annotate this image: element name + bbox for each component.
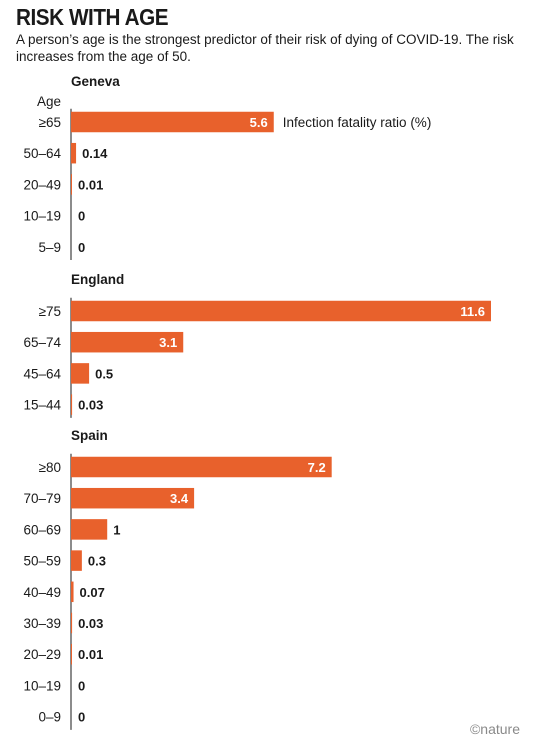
bar [71,363,90,384]
bar [71,394,73,415]
bar [71,174,72,195]
bar [71,519,108,540]
category-label: 60–69 [23,522,61,537]
data-label: 0.01 [78,647,103,662]
category-label: 40–49 [23,585,61,600]
group-label-spain: Spain [71,428,108,443]
bar [71,581,74,603]
data-label: 0.3 [88,554,106,569]
category-label: ≥65 [39,115,61,130]
group-label-geneva: Geneva [71,74,120,89]
bar [71,111,274,133]
chart-subtitle: A person’s age is the strongest predicto… [16,32,514,64]
data-label: 0.5 [95,366,113,381]
data-label: 11.6 [460,304,485,319]
data-label: 5.6 [250,115,268,130]
data-label: 0.07 [80,585,105,600]
nature-credit: ©nature [469,721,520,737]
data-label: 3.4 [170,491,189,506]
data-label: 0.14 [82,146,108,161]
data-label: 0 [78,240,85,255]
category-label: 45–64 [23,366,61,381]
data-label: 0 [78,678,85,693]
data-label: 0 [78,710,85,725]
data-label: 1 [113,522,120,537]
data-label: 3.1 [159,335,177,350]
category-label: 70–79 [23,491,61,506]
bar [71,331,184,353]
data-label: 0.01 [78,177,103,192]
data-label: 0.03 [78,398,103,413]
category-label: 30–39 [23,616,61,631]
category-label: 50–64 [23,146,61,161]
age-axis-label: Age [37,94,61,109]
bar [71,456,332,478]
data-label: 0 [78,209,85,224]
category-label: ≥80 [39,460,61,475]
category-label: 5–9 [38,240,61,255]
data-label: 7.2 [308,460,326,475]
category-label: 10–19 [23,209,61,224]
data-label: 0.03 [78,616,103,631]
bar [71,487,195,509]
category-label: 0–9 [38,710,61,725]
bar [71,300,491,322]
category-label: 20–29 [23,647,61,662]
category-label: 20–49 [23,177,61,192]
category-label: 65–74 [23,335,61,350]
chart-title: RISK WITH AGE [16,4,169,30]
category-label: 10–19 [23,678,61,693]
bar [71,612,73,634]
bar [71,142,77,164]
bar [71,550,82,571]
category-label: 50–59 [23,554,61,569]
bar [71,643,72,665]
series-label: Infection fatality ratio (%) [283,115,432,130]
category-label: 15–44 [23,398,61,413]
category-label: ≥75 [39,304,61,319]
group-label-england: England [71,272,124,287]
